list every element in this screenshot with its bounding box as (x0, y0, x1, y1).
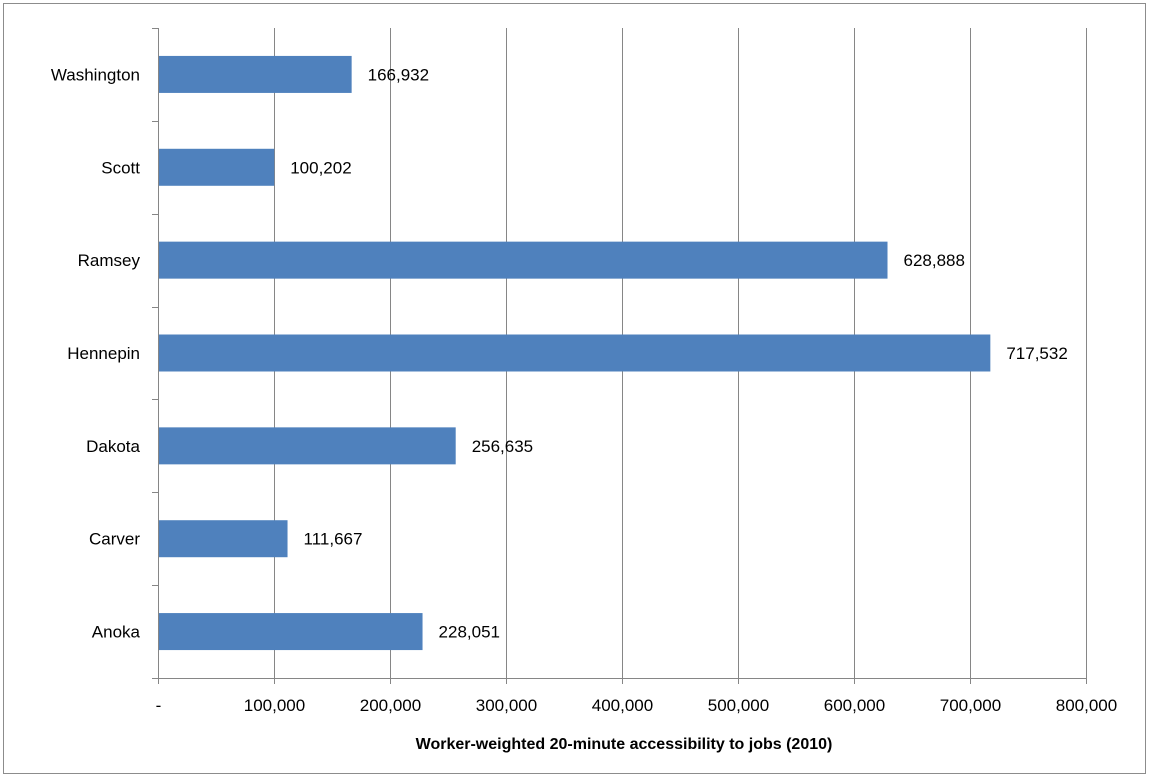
bar-washington (159, 55, 352, 93)
x-tick-label: 600,000 (824, 696, 885, 715)
bar-carver (159, 520, 288, 558)
data-label: 256,635 (472, 437, 533, 456)
x-tick-label: 400,000 (592, 696, 653, 715)
x-tick-label: 500,000 (708, 696, 769, 715)
category-label: Ramsey (78, 251, 141, 270)
x-tick-label: 200,000 (360, 696, 421, 715)
category-label: Scott (101, 158, 140, 177)
axes (152, 28, 1087, 684)
x-tick-label: 700,000 (940, 696, 1001, 715)
data-label: 166,932 (368, 65, 429, 84)
data-label: 717,532 (1006, 344, 1067, 363)
data-label: 628,888 (904, 251, 965, 270)
bar-scott (159, 148, 275, 186)
data-label: 111,667 (304, 530, 363, 549)
x-axis-title: Worker-weighted 20-minute accessibility … (416, 736, 833, 753)
data-label: 228,051 (439, 623, 500, 642)
bar-ramsey (159, 241, 888, 279)
x-tick-label: 100,000 (244, 696, 305, 715)
x-tick-label: - (156, 696, 162, 715)
category-label: Hennepin (67, 344, 140, 363)
category-label: Carver (89, 530, 140, 549)
category-label: Washington (51, 65, 140, 84)
bar-anoka (159, 613, 423, 651)
bars (159, 55, 991, 651)
labels: - 100,000 200,000 300,000 400,000 500,000 600,… (51, 65, 1117, 715)
x-tick-label: 800,000 (1056, 696, 1117, 715)
bar-hennepin (159, 334, 991, 372)
chart-frame: - 100,000 200,000 300,000 400,000 500,000 600,… (3, 3, 1146, 774)
category-label: Anoka (92, 623, 141, 642)
bar-dakota (159, 427, 456, 465)
category-label: Dakota (86, 437, 140, 456)
bar-chart: - 100,000 200,000 300,000 400,000 500,000 600,… (51, 28, 1117, 753)
data-label: 100,202 (290, 158, 351, 177)
x-tick-label: 300,000 (476, 696, 537, 715)
